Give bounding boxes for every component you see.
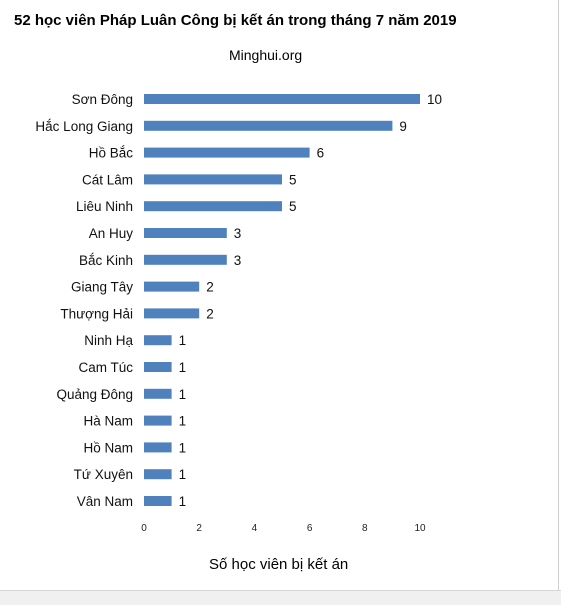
category-label: Cát Lâm [82, 172, 133, 187]
category-label: Hà Nam [83, 414, 133, 429]
data-label: 2 [206, 280, 214, 295]
bar [144, 174, 282, 185]
category-label: Bắc Kinh [79, 253, 133, 268]
chart-subtitle: Minghui.org [229, 47, 303, 63]
data-label: 1 [179, 360, 187, 375]
bar [144, 120, 393, 131]
bar [144, 228, 227, 238]
x-tick-label: 4 [252, 523, 258, 534]
bar [144, 254, 227, 265]
bar [144, 308, 200, 319]
category-label: Quảng Đông [56, 387, 133, 402]
data-label: 5 [289, 172, 297, 187]
bar [144, 415, 172, 426]
bar [144, 335, 172, 346]
category-label: Hắc Long Giang [35, 119, 133, 134]
bar [144, 442, 172, 453]
data-label: 3 [234, 253, 242, 268]
data-label: 1 [179, 467, 187, 482]
category-label: An Huy [89, 226, 134, 241]
bar [144, 362, 172, 372]
x-tick-label: 2 [196, 523, 202, 534]
bar [144, 281, 200, 292]
category-label: Liêu Ninh [76, 199, 133, 214]
bar [144, 147, 310, 158]
x-tick-label: 10 [414, 523, 426, 534]
x-tick-label: 8 [362, 523, 368, 534]
data-label: 1 [179, 440, 187, 455]
x-tick-label: 0 [141, 523, 147, 534]
chart-title: 52 học viên Pháp Luân Công bị kết án tro… [14, 12, 457, 29]
data-label: 1 [179, 494, 187, 509]
window-status-bar [0, 590, 561, 605]
category-label: Cam Túc [78, 360, 133, 375]
category-label: Sơn Đông [72, 92, 133, 107]
bar [144, 496, 172, 506]
bar [144, 388, 172, 399]
bar [144, 94, 420, 104]
data-label: 1 [179, 414, 187, 429]
category-label: Ninh Hạ [84, 333, 133, 348]
data-label: 3 [234, 226, 242, 241]
data-label: 6 [317, 146, 325, 161]
data-label: 1 [179, 333, 187, 348]
bar [144, 469, 172, 480]
data-label: 9 [399, 119, 407, 134]
data-label: 10 [427, 92, 442, 107]
category-label: Vân Nam [77, 494, 133, 509]
category-label: Giang Tây [71, 280, 133, 295]
window-edge [558, 0, 559, 590]
bar [144, 201, 282, 212]
data-label: 5 [289, 199, 297, 214]
data-label: 1 [179, 387, 187, 402]
x-tick-label: 6 [307, 523, 313, 534]
data-label: 2 [206, 306, 214, 321]
category-label: Hồ Nam [83, 440, 133, 455]
category-label: Thượng Hải [60, 306, 133, 321]
category-label: Hồ Bắc [89, 146, 134, 161]
category-label: Tứ Xuyên [74, 467, 133, 482]
x-axis-label: Số học viên bị kết án [209, 556, 349, 573]
